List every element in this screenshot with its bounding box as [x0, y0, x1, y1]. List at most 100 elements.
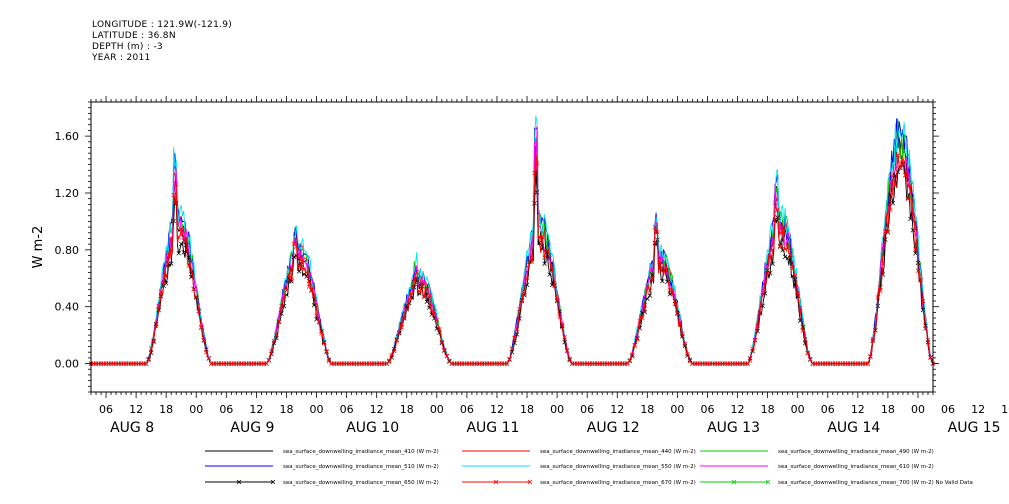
series-marker-7	[321, 340, 327, 346]
series-marker-7	[790, 266, 795, 271]
series-marker-7	[635, 336, 640, 342]
series-marker-6	[424, 299, 430, 305]
x-day-label: AUG 13	[707, 420, 760, 436]
series-marker-7	[785, 242, 790, 247]
series-marker-7	[517, 306, 522, 312]
series-marker-7	[534, 161, 540, 166]
series-marker-7	[888, 207, 893, 213]
series-marker-6	[178, 241, 184, 247]
series-marker-7	[151, 339, 156, 345]
series-marker-6	[660, 278, 665, 284]
series-marker-7	[642, 303, 648, 308]
series-marker-7	[920, 298, 926, 304]
series-marker-7	[314, 313, 319, 318]
series-marker-7	[509, 346, 515, 351]
legend-label: sea_surface_downwelling_irradiance_mean_…	[540, 464, 696, 470]
x-hour-label: 00	[791, 403, 805, 416]
series-marker-7	[665, 268, 670, 273]
series-marker-7	[148, 346, 154, 351]
y-tick-label: 0.80	[55, 244, 80, 257]
series-marker-6	[647, 293, 653, 298]
series-marker-7	[752, 337, 758, 343]
series-marker-7	[880, 261, 886, 267]
legend-label: sea_surface_downwelling_irradiance_mean_…	[778, 464, 934, 470]
x-hour-label: 18	[400, 403, 414, 416]
series-marker-7	[915, 268, 921, 273]
series-marker-7	[928, 355, 933, 360]
series-marker-7	[775, 207, 780, 213]
series-marker-7	[760, 293, 765, 298]
series-marker-6	[542, 261, 547, 266]
series-marker-7	[309, 287, 314, 293]
series-marker-7	[670, 290, 675, 296]
x-hour-label: 00	[310, 403, 324, 416]
series-marker-7	[163, 274, 169, 279]
series-marker-7	[667, 287, 673, 292]
legend-label: sea_surface_downwelling_irradiance_mean_…	[283, 464, 439, 470]
x-hour-label: 00	[430, 403, 444, 416]
series-marker-7	[264, 361, 269, 366]
series-marker-6	[537, 240, 542, 246]
series-marker-6	[913, 251, 918, 256]
series-marker-7	[890, 192, 896, 197]
series-marker-6	[534, 190, 540, 195]
series-marker-7	[279, 303, 284, 309]
series-marker-7	[301, 267, 307, 272]
series-marker-7	[564, 348, 570, 354]
legend-label: sea_surface_downwelling_irradiance_mean_…	[283, 449, 439, 455]
legend-label: sea_surface_downwelling_irradiance_mean_…	[778, 480, 973, 486]
series-marker-7	[532, 170, 537, 176]
series-marker-7	[765, 271, 770, 276]
series-marker-7	[875, 295, 881, 300]
x-hour-label: 00	[189, 403, 203, 416]
series-marker-7	[745, 361, 750, 366]
series-marker-7	[883, 229, 888, 234]
series-marker-7	[640, 315, 645, 321]
series-marker-7	[873, 324, 878, 329]
series-marker-6	[792, 277, 798, 282]
series-marker-7	[386, 359, 392, 364]
series-marker-7	[171, 192, 176, 198]
series-marker-7	[206, 356, 212, 361]
legend-marker	[236, 479, 242, 485]
series-marker-7	[424, 287, 430, 292]
series-marker-7	[522, 291, 527, 296]
y-axis-label: W m-2	[31, 226, 46, 269]
x-day-label: AUG 8	[110, 420, 154, 436]
series-marker-7	[547, 252, 552, 257]
series-marker-6	[667, 292, 673, 297]
series-marker-6	[908, 216, 913, 222]
series-marker-7	[432, 309, 437, 314]
metadata-header: LONGITUDE : 121.9W(-121.9) LATITUDE : 36…	[92, 20, 232, 64]
series-marker-7	[289, 277, 294, 282]
series-marker-6	[532, 200, 537, 206]
series-marker-7	[324, 349, 329, 354]
series-marker-7	[544, 248, 550, 254]
series-marker-7	[905, 196, 911, 202]
series-marker-7	[750, 346, 755, 351]
x-hour-label: 12	[129, 403, 143, 416]
series-marker-7	[918, 277, 923, 283]
series-marker-7	[868, 354, 873, 360]
series-marker-7	[316, 319, 322, 325]
series-marker-7	[304, 270, 309, 275]
series-marker-6	[294, 253, 299, 258]
series-marker-7	[762, 279, 768, 285]
x-hour-label: 12	[610, 403, 624, 416]
series-marker-7	[427, 293, 432, 298]
legend-marker	[527, 479, 533, 485]
series-line-7	[91, 153, 934, 365]
series-marker-7	[529, 259, 535, 264]
series-marker-7	[805, 350, 810, 356]
x-hour-label: 06	[580, 403, 594, 416]
series-marker-7	[166, 250, 171, 256]
series-marker-7	[900, 160, 906, 166]
x-hour-label: 06	[941, 403, 955, 416]
series-marker-7	[782, 246, 788, 252]
year-line: YEAR : 2011	[92, 53, 151, 63]
series-line-3	[91, 118, 934, 365]
series-marker-7	[677, 320, 683, 326]
x-hour-label: 18	[279, 403, 293, 416]
series-marker-6	[652, 240, 658, 246]
x-hour-label: 12	[731, 403, 745, 416]
